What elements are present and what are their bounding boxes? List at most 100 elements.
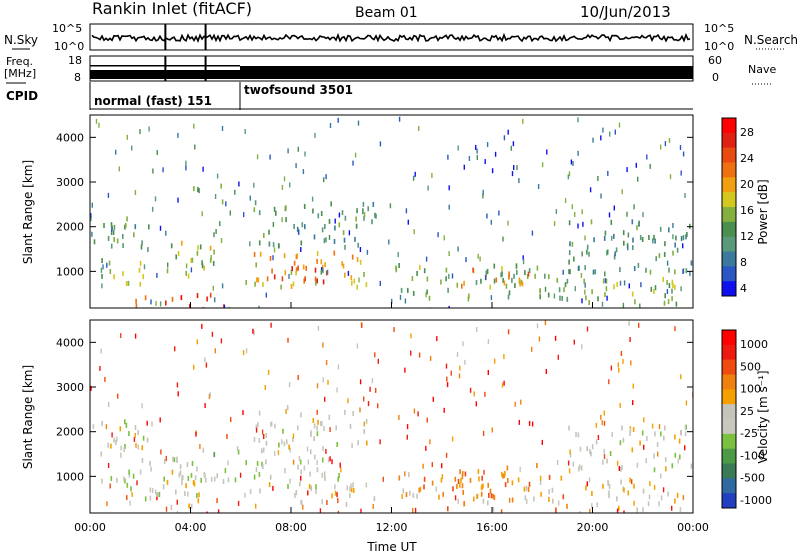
range-cell bbox=[558, 287, 561, 293]
range-cell bbox=[262, 447, 265, 453]
range-cell bbox=[507, 294, 510, 300]
range-cell bbox=[653, 484, 656, 490]
range-cell bbox=[120, 333, 122, 339]
range-cell bbox=[297, 265, 299, 271]
range-cell bbox=[620, 466, 622, 472]
range-cell bbox=[674, 269, 676, 275]
range-cell bbox=[123, 447, 125, 453]
range-cell bbox=[538, 336, 541, 342]
station-title: Rankin Inlet (fitACF) bbox=[92, 0, 252, 18]
range-cell bbox=[312, 417, 315, 423]
range-cell bbox=[374, 352, 376, 358]
range-cell bbox=[129, 500, 131, 506]
range-cell bbox=[297, 425, 299, 431]
range-cell bbox=[124, 419, 126, 425]
range-cell bbox=[508, 274, 510, 280]
range-cell bbox=[545, 369, 547, 374]
colorbar-tick-label: 16 bbox=[740, 204, 754, 217]
range-cell bbox=[601, 420, 603, 426]
range-cell bbox=[485, 270, 488, 276]
range-cell bbox=[317, 213, 320, 219]
range-cell bbox=[357, 242, 359, 248]
range-cell bbox=[483, 469, 485, 475]
range-cell bbox=[220, 238, 223, 243]
range-cell bbox=[362, 201, 365, 207]
colorbar-tick-label: 4 bbox=[740, 282, 747, 295]
range-cell bbox=[101, 478, 103, 484]
range-cell bbox=[671, 505, 673, 511]
range-cell bbox=[273, 274, 276, 280]
range-cell bbox=[416, 271, 418, 276]
range-cell bbox=[187, 273, 190, 279]
range-cell bbox=[668, 138, 671, 144]
range-cell bbox=[516, 269, 518, 275]
range-cell bbox=[356, 257, 359, 262]
range-cell bbox=[281, 217, 283, 223]
range-cell bbox=[642, 212, 644, 218]
range-cell bbox=[482, 498, 485, 504]
range-cell bbox=[593, 237, 595, 243]
range-cell bbox=[584, 265, 586, 271]
range-cell bbox=[293, 224, 295, 229]
range-cell bbox=[541, 162, 544, 168]
range-cell bbox=[358, 277, 360, 283]
range-cell bbox=[400, 287, 403, 293]
range-cell bbox=[190, 503, 193, 509]
range-cell bbox=[475, 280, 478, 285]
range-cell bbox=[344, 244, 346, 250]
range-cell bbox=[310, 432, 312, 438]
range-cell bbox=[324, 475, 326, 481]
range-cell bbox=[322, 264, 324, 270]
range-cell bbox=[351, 280, 353, 286]
range-cell bbox=[441, 463, 443, 469]
range-cell bbox=[151, 421, 153, 427]
range-cell bbox=[675, 301, 678, 307]
range-cell bbox=[199, 444, 201, 449]
range-cell bbox=[205, 362, 208, 368]
range-cell bbox=[555, 209, 558, 214]
nave-label: Nave bbox=[748, 63, 776, 76]
range-cell bbox=[322, 279, 325, 285]
range-cell bbox=[303, 204, 306, 209]
range-cell bbox=[107, 236, 110, 241]
range-cell bbox=[216, 473, 218, 479]
range-cell bbox=[255, 503, 257, 509]
colorbar-frame bbox=[721, 117, 737, 297]
range-cell bbox=[134, 333, 137, 339]
range-cell bbox=[293, 260, 296, 266]
range-cell bbox=[98, 122, 100, 128]
range-cell bbox=[586, 446, 588, 452]
range-cell bbox=[621, 465, 623, 470]
range-cell bbox=[476, 493, 479, 499]
range-cell bbox=[362, 208, 364, 214]
range-cell bbox=[208, 393, 211, 399]
range-cell bbox=[146, 420, 148, 426]
range-cell bbox=[564, 198, 567, 204]
y-tick-label: 2000 bbox=[56, 426, 84, 439]
range-cell bbox=[363, 215, 365, 221]
range-cell bbox=[642, 507, 644, 513]
range-cell bbox=[397, 252, 399, 258]
range-cell bbox=[372, 201, 375, 207]
range-cell bbox=[310, 449, 312, 455]
range-cell bbox=[253, 207, 256, 213]
range-cell bbox=[423, 484, 425, 490]
range-cell bbox=[522, 259, 525, 265]
range-cell bbox=[429, 439, 431, 445]
range-cell bbox=[514, 401, 516, 407]
range-cell bbox=[337, 498, 339, 504]
range-cell bbox=[95, 118, 98, 124]
range-cell bbox=[289, 447, 291, 453]
range-cell bbox=[304, 276, 306, 282]
range-cell bbox=[627, 490, 630, 496]
range-cell bbox=[328, 414, 331, 420]
range-cell bbox=[573, 256, 575, 262]
range-cell bbox=[265, 440, 268, 446]
cpid-segment-2: twofsound 3501 bbox=[244, 83, 353, 97]
range-cell bbox=[128, 431, 130, 437]
range-cell bbox=[440, 279, 442, 285]
range-cell bbox=[663, 300, 666, 306]
range-cell bbox=[690, 463, 693, 469]
power-ylabel: Slant Range [km] bbox=[21, 160, 35, 264]
range-cell bbox=[503, 354, 505, 360]
